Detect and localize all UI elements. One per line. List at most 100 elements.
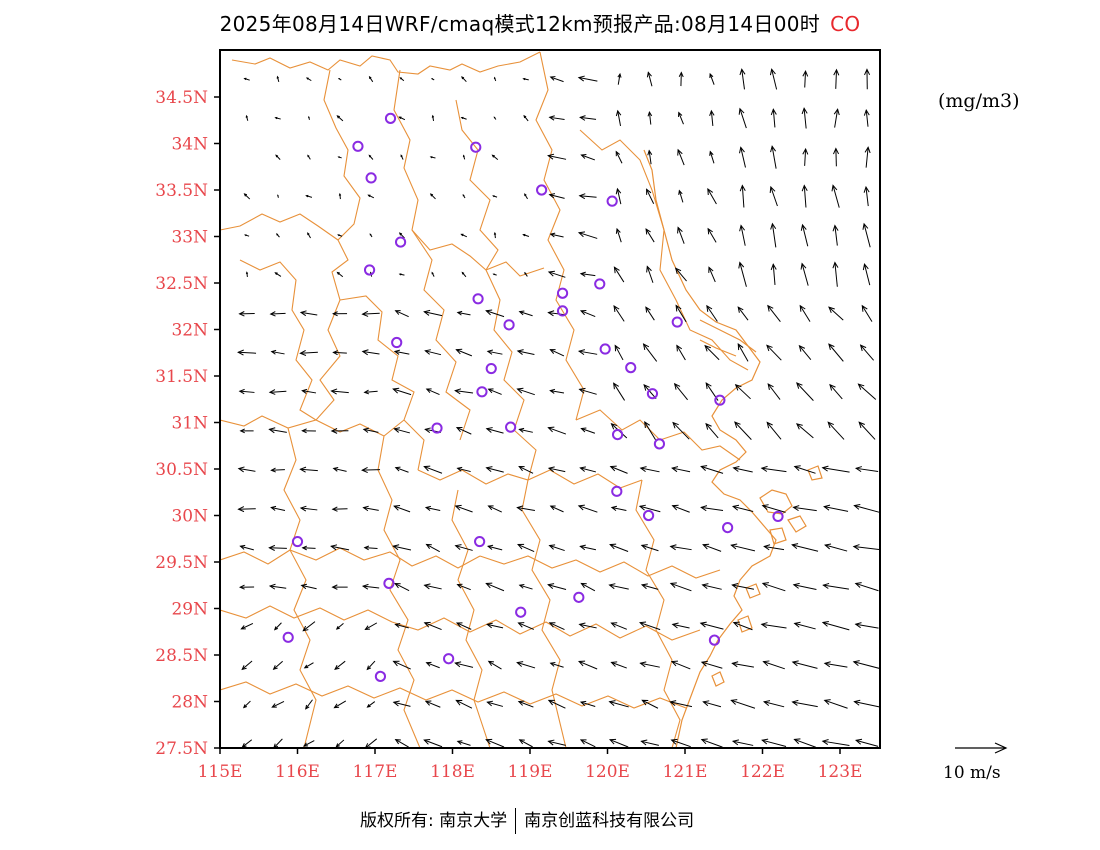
wind-arrow [730, 543, 756, 552]
station-markers [282, 112, 784, 682]
wind-arrow [307, 232, 311, 239]
wind-arrow [394, 623, 409, 629]
wind-arrow [454, 544, 473, 551]
wind-arrow [738, 107, 747, 129]
station-marker [772, 510, 784, 523]
wind-arrow [821, 620, 850, 631]
lat-label: 29.5N [155, 553, 208, 573]
wind-arrow [762, 700, 785, 708]
wind-arrow [307, 154, 311, 160]
station-marker [474, 535, 486, 548]
wind-arrow [487, 660, 502, 670]
island [759, 489, 793, 515]
wind-arrow [792, 582, 817, 590]
station-marker [653, 438, 666, 450]
wind-arrow [766, 421, 782, 440]
wind-arrow [366, 701, 376, 708]
wind-arrow [832, 261, 839, 287]
wind-arrow [613, 382, 625, 401]
station-marker [503, 319, 515, 331]
wind-arrow [456, 583, 471, 591]
wind-arrow [237, 466, 256, 473]
wind-arrow [549, 662, 564, 668]
station-marker [485, 362, 497, 375]
wind-arrow [639, 621, 661, 631]
unit-label: (mg/m3) [938, 90, 1020, 112]
wind-arrow [608, 583, 629, 590]
lat-label: 27.5N [155, 739, 208, 759]
wind-arrow [802, 69, 809, 88]
lon-label: 120E [585, 762, 630, 782]
station-marker [708, 634, 721, 646]
wind-arrow [852, 660, 880, 670]
wind-arrow [333, 700, 347, 709]
wind-arrow [730, 699, 756, 709]
wind-arrow [394, 466, 409, 473]
map-frame [219, 49, 881, 749]
lon-label: 123E [818, 762, 863, 782]
station-marker [646, 388, 659, 400]
wind-arrow [824, 543, 848, 552]
wind-arrow [833, 147, 840, 167]
wind-arrow [486, 349, 503, 355]
island [711, 671, 725, 687]
wind-arrow [823, 699, 848, 709]
wind-arrow [462, 154, 466, 160]
wind-arrow [461, 271, 467, 278]
wind-arrow [615, 227, 622, 243]
wind-arrow [518, 739, 533, 748]
wind-arrow [461, 76, 467, 83]
lat-label: 28N [171, 693, 208, 713]
station-marker [374, 670, 387, 682]
wind-arrow [832, 224, 839, 246]
wind-arrow [739, 224, 746, 246]
wind-arrow [242, 700, 251, 709]
wind-arrow [639, 661, 660, 668]
wind-arrow [608, 700, 629, 708]
wind-arrow [455, 427, 472, 435]
wind-arrow [859, 344, 875, 361]
wind-arrow [392, 660, 411, 670]
wind-arrow [549, 388, 565, 394]
wind-arrow [793, 465, 816, 474]
station-marker [599, 343, 611, 355]
wind-arrow [331, 506, 348, 512]
wind-arrow [305, 699, 313, 710]
map-title: 2025年08月14日WRF/cmaq模式12km预报产品:08月14日00时 C… [0, 8, 1080, 37]
wind-arrow [579, 544, 597, 551]
wind-arrow [485, 738, 505, 748]
wind-arrow [831, 184, 840, 208]
wind-arrow [613, 305, 625, 322]
wind-arrow [579, 271, 596, 277]
wind-arrow [429, 193, 436, 200]
wind-arrow [823, 661, 848, 668]
wind-arrow [516, 387, 535, 396]
boundary-line [231, 51, 541, 75]
wind-arrow [862, 263, 871, 286]
station-marker [352, 140, 364, 152]
wind-arrow [709, 72, 715, 85]
wind-arrow [580, 154, 596, 161]
wind-arrow [486, 544, 503, 551]
wind-arrow [579, 700, 596, 708]
wind-arrow [524, 193, 528, 200]
wind-arrow [244, 234, 250, 237]
wind-arrow [861, 304, 873, 322]
wind-arrow [268, 583, 287, 590]
wind-arrow [425, 388, 440, 395]
wind-arrow [739, 184, 746, 208]
station-marker [291, 535, 304, 548]
boundary-line [315, 69, 361, 421]
boundary-line [220, 605, 393, 623]
wind-arrow [640, 544, 659, 552]
wind-arrow [547, 466, 566, 473]
wind-arrow [303, 662, 314, 669]
wind-arrow [670, 660, 691, 670]
lat-label: 31.5N [155, 367, 208, 387]
station-marker [722, 521, 734, 534]
station-marker [556, 287, 569, 299]
wind-arrow [678, 71, 684, 87]
wind-arrow [299, 310, 318, 317]
wind-arrow [456, 740, 471, 746]
copyright-right: 南京创蓝科技有限公司 [524, 811, 695, 831]
